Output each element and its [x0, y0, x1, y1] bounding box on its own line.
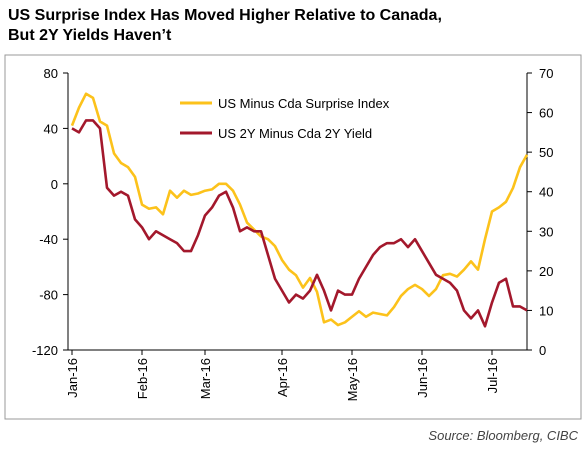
series-line [71, 119, 528, 328]
y-tick-label: 80 [44, 66, 58, 81]
y2-tick-label: 40 [539, 185, 553, 200]
y-tick-label: 0 [51, 177, 58, 192]
y2-tick-label: 20 [539, 264, 553, 279]
x-tick-label: Jul-16 [485, 358, 500, 393]
x-tick-label: Apr-16 [275, 358, 290, 397]
y-tick-label: -40 [39, 232, 58, 247]
x-tick-label: Jan-16 [65, 358, 80, 398]
y2-tick-label: 10 [539, 303, 553, 318]
legend-label: US Minus Cda Surprise Index [218, 96, 390, 111]
y2-tick-label: 70 [539, 66, 553, 81]
chart-frame [4, 54, 582, 420]
y-tick-label: 40 [44, 121, 58, 136]
x-tick-label: Mar-16 [198, 358, 213, 399]
legend-label: US 2Y Minus Cda 2Y Yield [218, 126, 372, 141]
x-tick-label: Feb-16 [135, 358, 150, 399]
y2-tick-label: 50 [539, 145, 553, 160]
chart-title: US Surprise Index Has Moved Higher Relat… [8, 7, 442, 24]
chart-title: But 2Y Yields Haven’t [8, 27, 172, 44]
x-tick-label: Jun-16 [415, 358, 430, 398]
y2-tick-label: 60 [539, 106, 553, 121]
x-tick-label: May-16 [345, 358, 360, 401]
y-tick-label: -120 [32, 343, 58, 358]
y-tick-label: -80 [39, 288, 58, 303]
y2-tick-label: 0 [539, 343, 546, 358]
y2-tick-label: 30 [539, 224, 553, 239]
source-note: Source: Bloomberg, CIBC [428, 428, 578, 443]
series-line [70, 92, 529, 327]
